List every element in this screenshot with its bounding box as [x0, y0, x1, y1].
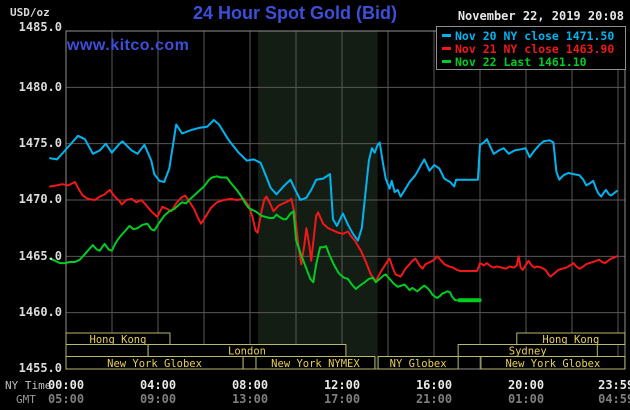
x-tick-ny: 16:00: [415, 378, 453, 392]
session-box-unlabeled: [242, 356, 257, 370]
legend-item-nov22: Nov 22 Last 1461.10: [437, 54, 625, 69]
session-box-unlabeled: [65, 344, 149, 357]
y-tick-1475: 1475.0: [18, 136, 62, 150]
price-line-nov22: [49, 175, 482, 302]
x-axis-gmt-label: GMT: [16, 393, 36, 406]
legend-item-nov21: Nov 21 NY close 1463.90: [437, 41, 625, 56]
session-label: Hong Kong: [542, 334, 599, 346]
session-label: London: [228, 346, 266, 358]
x-tick-gmt: 09:00: [139, 392, 177, 406]
legend-label-nov21: Nov 21 NY close 1463.90: [455, 41, 615, 56]
x-tick-gmt: 13:00: [231, 392, 269, 406]
x-axis-ny-time-label: NY Time: [5, 379, 52, 392]
session-label: New York Globex: [107, 358, 202, 370]
session-label: Sydney: [509, 346, 547, 358]
x-tick-gmt: 01:00: [507, 392, 545, 406]
x-tick-ny: 08:00: [231, 378, 269, 392]
x-tick-gmt: 17:00: [323, 392, 361, 406]
y-tick-1485: 1485.0: [18, 20, 62, 34]
legend: Nov 20 NY close 1471.50 Nov 21 NY close …: [436, 26, 626, 70]
kitco-watermark: www.kitco.com: [67, 37, 190, 54]
x-tick-ny: 00:00: [47, 378, 85, 392]
y-tick-1480: 1480.0: [18, 80, 62, 94]
session-label: Hong Kong: [90, 334, 147, 346]
legend-label-nov22: Nov 22 Last 1461.10: [455, 54, 587, 69]
y-tick-1460: 1460.0: [18, 305, 62, 319]
legend-label-nov20: Nov 20 NY close 1471.50: [455, 28, 615, 43]
datetime-label: November 22, 2019 20:08: [457, 9, 624, 23]
session-box-ny-globex: [377, 356, 459, 370]
x-tick-ny: 23:59: [598, 378, 630, 392]
session-label: New York Globex: [505, 358, 600, 370]
nov20-line-swatch-icon: [442, 34, 451, 37]
x-tick-gmt: 04:59: [598, 392, 630, 406]
session-box-new-york-globex: [480, 356, 626, 370]
page-title: 24 Hour Spot Gold (Bid): [193, 3, 397, 23]
nov22-line-swatch-icon: [442, 60, 451, 63]
y-axis-unit-label: USD/oz: [10, 6, 50, 19]
session-box-new-york-nymex: [255, 356, 376, 370]
y-tick-1455: 1455.0: [18, 361, 62, 375]
legend-item-nov20: Nov 20 NY close 1471.50: [437, 28, 625, 43]
y-tick-1470: 1470.0: [18, 192, 62, 206]
price-line-nov21: [49, 181, 618, 283]
x-tick-gmt: 21:00: [415, 392, 453, 406]
y-tick-1465: 1465.0: [18, 249, 62, 263]
price-line-nov20: [49, 119, 618, 242]
x-tick-gmt: 05:00: [47, 392, 85, 406]
nov21-line-swatch-icon: [442, 47, 451, 50]
session-label: New York NYMEX: [271, 358, 360, 370]
x-tick-ny: 12:00: [323, 378, 361, 392]
session-label: NY Globex: [390, 358, 447, 370]
x-tick-ny: 04:00: [139, 378, 177, 392]
x-tick-ny: 20:00: [507, 378, 545, 392]
